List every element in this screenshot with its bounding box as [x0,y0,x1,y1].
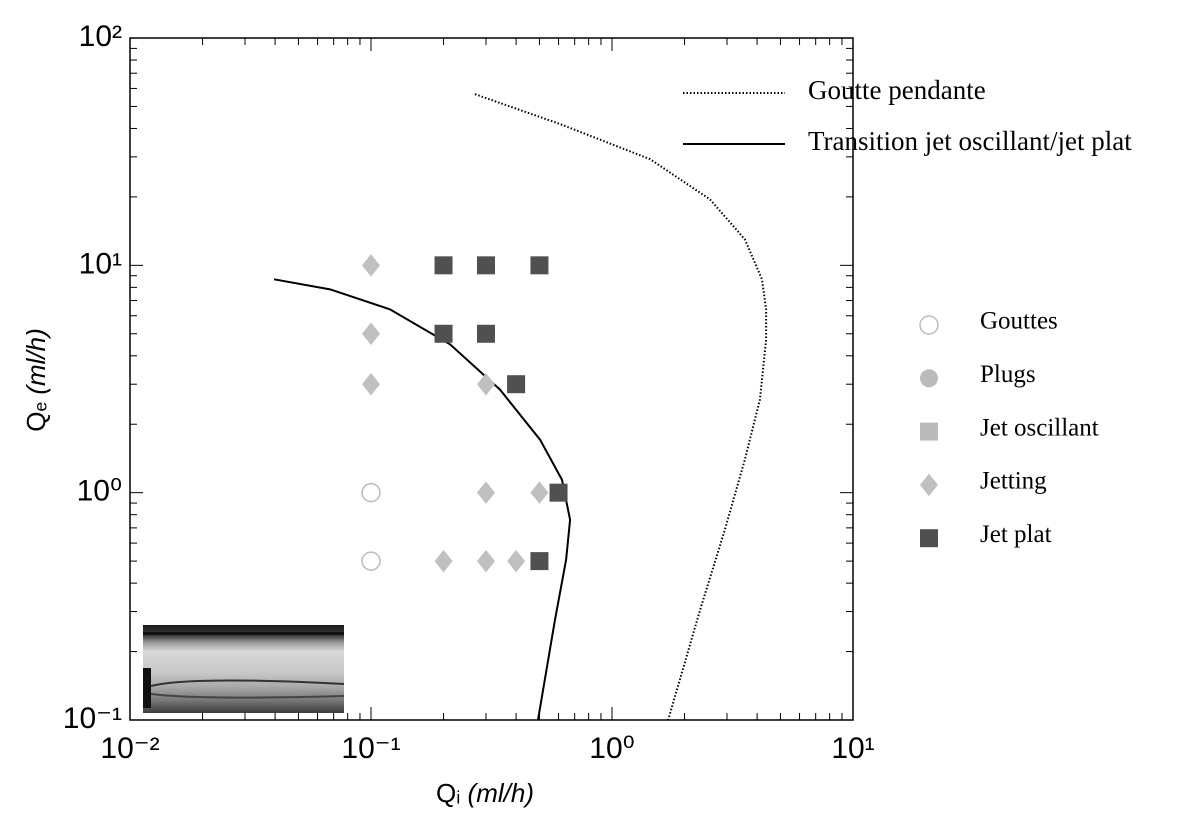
x-tick-label: 10¹ [831,732,874,765]
data-point [434,324,453,343]
legend-label: Transition jet oscillant/jet plat [808,126,1132,156]
inset-photo [143,625,345,713]
data-point [361,551,381,571]
y-tick-label: 10⁻¹ [63,702,122,735]
legend-label: Plugs [980,361,1036,388]
legend-marker [920,369,938,388]
data-point [362,254,380,277]
y-tick-label: 10⁰ [77,475,122,508]
x-tick-label: 10⁻² [100,732,159,765]
x-axis-unit: (ml/h) [468,778,534,808]
data-point [476,256,495,275]
data-point [530,481,549,504]
legend-marker [920,529,938,548]
x-axis-label: Qᵢ (ml/h) [436,778,534,808]
data-point [530,256,549,275]
data-point [549,483,568,502]
plot-frame [129,37,854,721]
x-axis-symbol: Qᵢ [436,778,460,808]
y-axis-unit: (ml/h) [21,328,51,394]
legend-marker [920,422,938,441]
x-tick-label: 10⁻¹ [341,732,400,765]
legend-label: Jet oscillant [980,414,1099,441]
legend-label: Jet plat [980,521,1052,548]
series-line [474,93,768,721]
data-point [434,549,453,573]
data-point [476,549,495,573]
y-tick-label: 10² [79,20,122,53]
data-point [507,375,526,394]
y-tick-label: 10¹ [79,247,122,280]
data-point [476,324,495,343]
legend-marker [919,315,939,335]
legend-marker [920,473,938,497]
data-point [476,481,495,504]
legend-label: Jetting [980,468,1047,495]
y-axis-label: Qₑ (ml/h) [21,328,51,432]
data-point [362,372,380,396]
data-point [476,372,495,396]
y-axis-symbol: Qₑ [21,402,51,432]
data-point [530,552,549,571]
data-point [361,482,381,503]
series-line [273,278,572,721]
data-point [507,549,526,573]
x-tick-label: 10⁰ [589,732,634,765]
data-point [362,322,380,346]
data-point [434,256,453,275]
legend-label: Gouttes [980,308,1058,335]
legend-label: Goutte pendante [808,75,986,105]
